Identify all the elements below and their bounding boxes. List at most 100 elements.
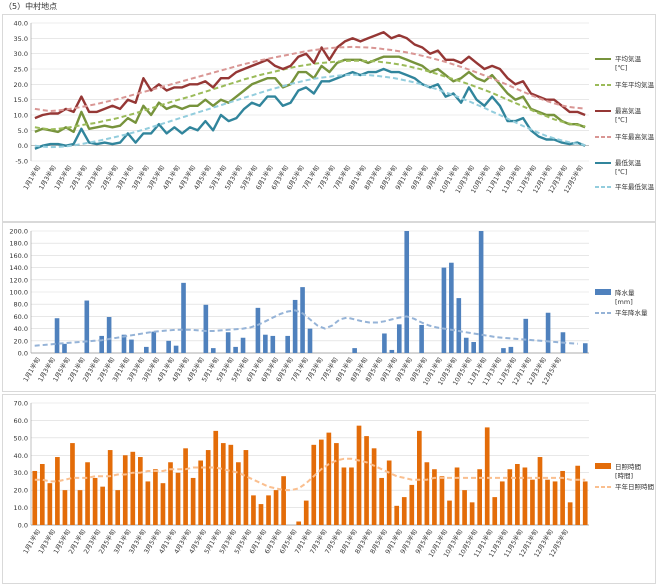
- bar: [462, 490, 467, 525]
- bar: [341, 467, 347, 525]
- bar: [307, 328, 313, 353]
- bar: [255, 307, 261, 353]
- y-tick-label: 140.0: [9, 264, 28, 272]
- bar: [334, 443, 339, 525]
- bar: [166, 340, 171, 353]
- series-line: [34, 45, 586, 112]
- bar: [379, 477, 384, 525]
- bar: [432, 469, 437, 525]
- bar: [130, 451, 136, 525]
- bar: [160, 483, 166, 525]
- bar: [213, 430, 219, 525]
- bar: [54, 318, 60, 353]
- legend-label: 平年平均気温: [615, 80, 655, 89]
- y-tick-label: 20.0: [14, 337, 28, 345]
- bar: [401, 497, 407, 525]
- legend-label: 最高気温: [615, 106, 642, 115]
- y-tick-label: 70.0: [14, 400, 28, 408]
- legend-swatch: [595, 463, 611, 469]
- y-tick-label: 10.0: [14, 112, 28, 120]
- y-tick-label: 40.0: [14, 452, 28, 460]
- legend-label: 平年降水量: [615, 308, 648, 317]
- bar: [530, 479, 535, 525]
- bar: [85, 462, 90, 525]
- series-line: [34, 59, 586, 131]
- bar: [508, 346, 514, 353]
- series-line: [34, 55, 586, 134]
- bar: [99, 335, 104, 353]
- y-tick-label: 50.0: [14, 434, 28, 442]
- y-tick-label: 0.0: [18, 142, 28, 150]
- bar: [106, 317, 112, 353]
- bar: [198, 460, 203, 525]
- legend-swatch: [595, 289, 611, 295]
- bar: [296, 521, 302, 525]
- bar: [404, 231, 410, 353]
- bar: [285, 335, 290, 353]
- bar: [183, 448, 188, 525]
- bar: [205, 450, 211, 525]
- bar: [303, 500, 309, 525]
- legend-label: [℃]: [615, 64, 627, 72]
- series-line: [34, 309, 578, 347]
- bar: [499, 481, 505, 525]
- sunshine-chart: 0.010.020.030.040.050.060.070.01月1半旬1月3半…: [14, 400, 654, 559]
- bar: [151, 331, 157, 353]
- legend-label: [mm]: [615, 298, 633, 306]
- bar: [389, 349, 395, 353]
- bar: [575, 465, 581, 525]
- y-tick-label: 20.0: [14, 81, 28, 89]
- y-tick-label: 20.0: [14, 487, 28, 495]
- bar: [352, 348, 357, 353]
- y-tick-label: 15.0: [14, 96, 28, 104]
- bar: [456, 298, 462, 353]
- y-tick-label: 100.0: [9, 289, 28, 297]
- y-tick-label: 40.0: [14, 325, 28, 333]
- bar: [318, 439, 324, 525]
- bar: [449, 262, 454, 353]
- bar: [300, 287, 305, 353]
- bar: [349, 467, 354, 525]
- bar: [419, 324, 424, 353]
- bar: [523, 318, 529, 353]
- y-tick-label: 30.0: [14, 50, 28, 58]
- y-tick-label: 25.0: [14, 66, 28, 74]
- bar: [522, 467, 528, 525]
- bar: [47, 483, 53, 525]
- bar: [478, 231, 484, 353]
- bar: [484, 427, 490, 525]
- bar: [236, 462, 241, 525]
- page-title: （5）中村地点: [4, 2, 58, 11]
- bar: [326, 432, 332, 525]
- bar: [39, 464, 45, 525]
- bar: [84, 300, 90, 353]
- bar: [263, 334, 268, 353]
- legend-label: 降水量: [615, 288, 635, 297]
- bar: [492, 497, 498, 525]
- bar: [266, 495, 271, 525]
- bar: [311, 444, 317, 525]
- y-tick-label: 180.0: [9, 240, 28, 248]
- bar: [545, 479, 550, 525]
- bar: [371, 448, 377, 525]
- bar: [145, 481, 151, 525]
- bar: [396, 324, 402, 353]
- y-tick-label: 0.0: [18, 522, 28, 530]
- bar: [70, 443, 75, 525]
- bar: [251, 495, 256, 525]
- bar: [181, 282, 186, 353]
- bar: [220, 443, 226, 525]
- bar: [545, 312, 551, 353]
- bar: [270, 335, 276, 353]
- bar: [507, 469, 513, 525]
- bar: [122, 455, 128, 525]
- bar: [454, 467, 460, 525]
- bar: [258, 504, 264, 525]
- bar: [77, 490, 83, 525]
- legend-label: 最低気温: [615, 158, 642, 167]
- bar: [190, 477, 196, 525]
- bar: [107, 450, 113, 525]
- bar: [424, 462, 430, 525]
- bar: [356, 425, 362, 525]
- y-tick-label: 60.0: [14, 313, 28, 321]
